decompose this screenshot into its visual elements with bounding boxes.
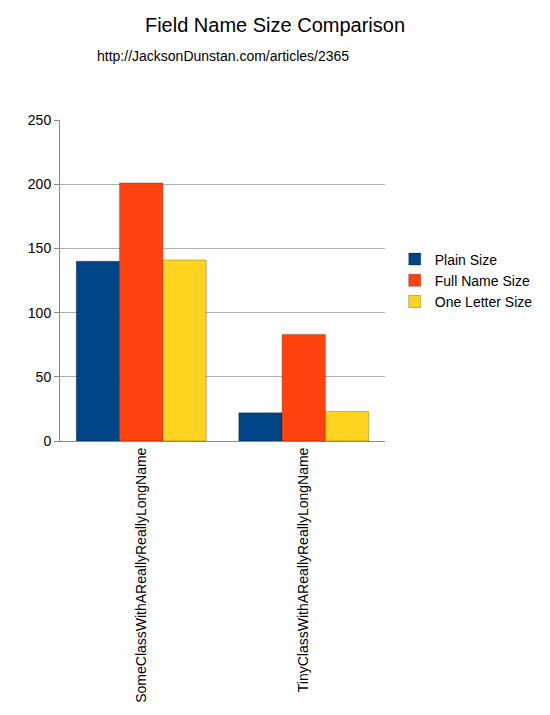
svg-text:250: 250	[28, 112, 52, 128]
svg-text:0: 0	[43, 433, 51, 449]
svg-text:Field Name Size Comparison: Field Name Size Comparison	[145, 14, 405, 36]
svg-text:http://JacksonDunstan.com/arti: http://JacksonDunstan.com/articles/2365	[97, 48, 349, 64]
svg-text:50: 50	[36, 369, 52, 385]
svg-text:Full Name Size: Full Name Size	[435, 273, 530, 289]
svg-text:One Letter Size: One Letter Size	[435, 294, 532, 310]
svg-text:150: 150	[28, 240, 52, 256]
svg-text:SomeClassWithAReallyReallyLong: SomeClassWithAReallyReallyLongName	[133, 447, 149, 702]
svg-text:200: 200	[28, 176, 52, 192]
svg-text:TinyClassWithAReallyReallyLong: TinyClassWithAReallyReallyLongName	[295, 447, 311, 692]
svg-text:100: 100	[28, 305, 52, 321]
svg-text:Plain Size: Plain Size	[435, 252, 497, 268]
